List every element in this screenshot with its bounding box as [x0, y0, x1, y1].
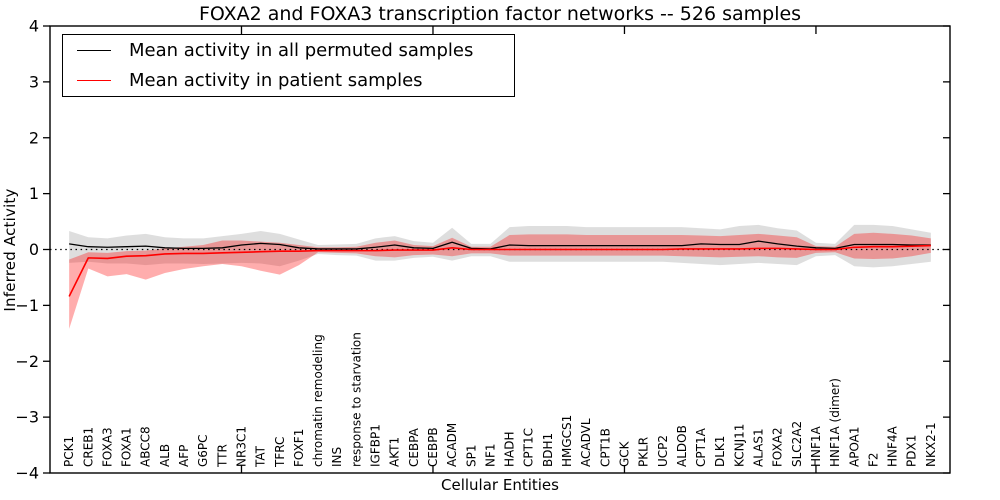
x-tick-label: CPT1B [598, 428, 612, 467]
x-tick-label: APOA1 [847, 426, 861, 467]
x-tick-label: GCK [617, 440, 631, 467]
x-tick-label: ACADVL [579, 418, 593, 467]
band-patient [69, 232, 931, 329]
x-axis-label: Cellular Entities [441, 476, 559, 494]
y-axis-label: Inferred Activity [1, 188, 19, 312]
band-permuted [69, 224, 931, 268]
x-tick-label: BDH1 [541, 433, 555, 467]
x-tick-label: FOXA3 [100, 427, 114, 467]
x-tick-label: ACADM [445, 423, 459, 467]
x-tick-label: INS [330, 447, 344, 467]
y-tick-label: 4 [29, 17, 39, 36]
x-tick-label: HMGCS1 [560, 415, 574, 467]
x-tick-label: F2 [866, 452, 880, 467]
y-tick-label: 0 [29, 240, 39, 259]
legend-entry-permuted: Mean activity in all permuted samples [77, 38, 514, 64]
x-tick-label: DLK1 [713, 436, 727, 467]
x-tick-label: UCP2 [656, 435, 670, 467]
x-tick-label: FOXF1 [292, 429, 306, 467]
x-tick-label: HNF1A [809, 425, 823, 467]
y-tick-label: −2 [15, 352, 39, 371]
x-tick-label: SLC2A2 [790, 421, 804, 467]
x-tick-label: CREB1 [81, 427, 95, 467]
patient-line-swatch [77, 80, 111, 81]
x-tick-label: AFP [177, 445, 191, 467]
y-tick-label: 3 [29, 72, 39, 91]
x-tick-label: PKLR [637, 437, 651, 467]
x-tick-label: ABCC8 [139, 426, 153, 467]
y-tick-label: −4 [15, 464, 39, 483]
legend: Mean activity in all permuted samples Me… [62, 34, 515, 97]
x-tick-label: CPT1A [694, 427, 708, 467]
x-tick-label: KCNJ11 [732, 424, 746, 467]
x-tick-label: ALB [158, 444, 172, 467]
x-tick-label: TAT [254, 445, 268, 468]
y-tick-label: −3 [15, 408, 39, 427]
x-tick-label: ALAS1 [752, 428, 766, 467]
x-tick-label: response to starvation [349, 332, 363, 467]
legend-label-permuted: Mean activity in all permuted samples [129, 40, 474, 61]
x-tick-label: chromatin remodeling [311, 334, 325, 467]
x-tick-label: NF1 [483, 443, 497, 467]
x-tick-label: PDX1 [905, 435, 919, 467]
x-tick-label: PCK1 [62, 436, 76, 467]
series-permuted-line [69, 240, 931, 250]
y-tick-label: −1 [15, 296, 39, 315]
x-tick-label: HADH [503, 432, 517, 468]
x-tick-label: AKT1 [388, 437, 402, 467]
permuted-line-swatch [77, 50, 111, 51]
x-tick-label: HNF1A (dimer) [828, 378, 842, 467]
x-tick-label: CEBPA [407, 427, 421, 467]
x-tick-label: FOXA1 [120, 427, 134, 467]
x-tick-label: NKX2-1 [924, 422, 938, 467]
x-tick-label: NR3C1 [234, 426, 248, 467]
x-tick-label: HNF4A [886, 425, 900, 467]
legend-label-patient: Mean activity in patient samples [129, 70, 423, 91]
series-patient-line [68, 244, 931, 297]
x-tick-label: TFRC [273, 437, 287, 468]
x-tick-label: G6PC [196, 434, 210, 467]
x-tick-label: IGFBP1 [369, 424, 383, 467]
x-tick-label: CEBPB [426, 427, 440, 467]
x-tick-label: CPT1C [522, 428, 536, 467]
x-tick-label: SP1 [464, 445, 478, 468]
x-tick-label: TTR [215, 444, 229, 468]
x-tick-label: FOXA2 [771, 427, 785, 467]
y-tick-label: 2 [29, 128, 39, 147]
legend-entry-patient: Mean activity in patient samples [77, 68, 514, 94]
y-tick-label: 1 [29, 184, 39, 203]
x-tick-label: ALDOB [675, 425, 689, 467]
chart-title: FOXA2 and FOXA3 transcription factor net… [198, 3, 802, 25]
